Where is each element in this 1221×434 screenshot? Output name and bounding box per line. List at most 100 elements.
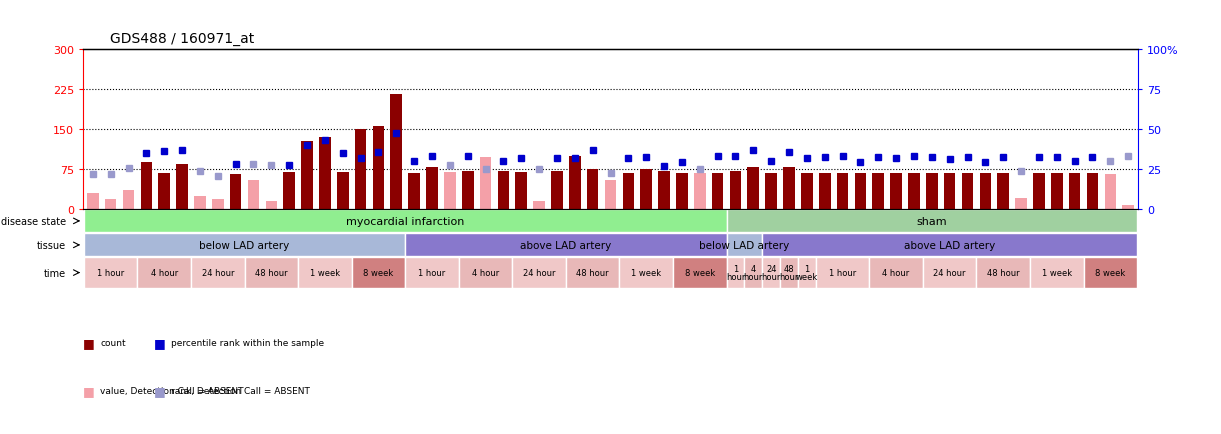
Bar bbox=[855, 173, 866, 210]
Bar bbox=[352, 258, 405, 288]
Text: 4
hour: 4 hour bbox=[744, 264, 763, 282]
Bar bbox=[587, 170, 598, 210]
Bar bbox=[1087, 173, 1098, 210]
Text: ■: ■ bbox=[154, 336, 166, 349]
Text: 48 hour: 48 hour bbox=[255, 269, 288, 277]
Bar bbox=[534, 201, 545, 210]
Bar bbox=[444, 172, 455, 210]
Bar bbox=[726, 210, 1137, 233]
Bar bbox=[1015, 199, 1027, 210]
Text: 48 hour: 48 hour bbox=[576, 269, 609, 277]
Bar bbox=[962, 173, 973, 210]
Text: GDS488 / 160971_at: GDS488 / 160971_at bbox=[110, 32, 254, 46]
Bar bbox=[1031, 258, 1083, 288]
Text: tissue: tissue bbox=[37, 240, 66, 250]
Text: 1 hour: 1 hour bbox=[419, 269, 446, 277]
Text: 48
hour: 48 hour bbox=[779, 264, 799, 282]
Bar bbox=[1083, 258, 1137, 288]
Bar bbox=[1068, 173, 1081, 210]
Bar bbox=[212, 200, 223, 210]
Text: 8 week: 8 week bbox=[1095, 269, 1126, 277]
Bar bbox=[244, 258, 298, 288]
Text: 1 week: 1 week bbox=[310, 269, 339, 277]
Bar bbox=[569, 156, 581, 210]
Bar bbox=[123, 191, 134, 210]
Bar bbox=[230, 175, 242, 210]
Bar bbox=[762, 258, 780, 288]
Bar bbox=[730, 171, 741, 210]
Bar bbox=[408, 173, 420, 210]
Bar bbox=[84, 258, 138, 288]
Bar bbox=[799, 258, 816, 288]
Bar bbox=[640, 170, 652, 210]
Bar bbox=[869, 258, 923, 288]
Text: rank, Detection Call = ABSENT: rank, Detection Call = ABSENT bbox=[171, 386, 310, 395]
Text: above LAD artery: above LAD artery bbox=[520, 240, 612, 250]
Bar bbox=[783, 168, 795, 210]
Bar bbox=[1051, 173, 1062, 210]
Text: 1 week: 1 week bbox=[1042, 269, 1072, 277]
Bar bbox=[248, 180, 259, 210]
Bar bbox=[745, 258, 762, 288]
Bar bbox=[565, 258, 619, 288]
Text: 24 hour: 24 hour bbox=[933, 269, 966, 277]
Bar bbox=[283, 172, 295, 210]
Bar bbox=[676, 173, 687, 210]
Bar bbox=[712, 173, 723, 210]
Bar bbox=[391, 95, 402, 210]
Text: 1 hour: 1 hour bbox=[98, 269, 125, 277]
Bar bbox=[762, 234, 1137, 257]
Text: count: count bbox=[100, 339, 126, 347]
Bar bbox=[459, 258, 513, 288]
Text: 1
week: 1 week bbox=[796, 264, 818, 282]
Bar bbox=[816, 258, 869, 288]
Text: below LAD artery: below LAD artery bbox=[199, 240, 289, 250]
Bar bbox=[140, 163, 153, 210]
Bar bbox=[873, 173, 884, 210]
Text: 4 hour: 4 hour bbox=[473, 269, 499, 277]
Bar bbox=[498, 171, 509, 210]
Bar bbox=[623, 173, 634, 210]
Bar bbox=[551, 171, 563, 210]
Text: time: time bbox=[44, 268, 66, 278]
Bar bbox=[319, 138, 331, 210]
Bar bbox=[405, 258, 459, 288]
Bar bbox=[176, 164, 188, 210]
Text: ■: ■ bbox=[83, 384, 95, 397]
Text: above LAD artery: above LAD artery bbox=[904, 240, 995, 250]
Bar bbox=[405, 234, 726, 257]
Bar bbox=[923, 258, 977, 288]
Bar bbox=[87, 194, 99, 210]
Text: 1
hour: 1 hour bbox=[725, 264, 745, 282]
Bar bbox=[513, 258, 565, 288]
Text: 1 hour: 1 hour bbox=[829, 269, 856, 277]
Bar bbox=[619, 258, 673, 288]
Bar bbox=[138, 258, 190, 288]
Bar bbox=[890, 173, 902, 210]
Bar bbox=[480, 157, 491, 210]
Text: sham: sham bbox=[917, 217, 947, 227]
Bar bbox=[747, 168, 759, 210]
Bar bbox=[908, 173, 919, 210]
Text: 8 week: 8 week bbox=[364, 269, 393, 277]
Text: 48 hour: 48 hour bbox=[987, 269, 1020, 277]
Bar bbox=[302, 141, 313, 210]
Text: value, Detection Call = ABSENT: value, Detection Call = ABSENT bbox=[100, 386, 244, 395]
Bar bbox=[194, 196, 206, 210]
Text: 4 hour: 4 hour bbox=[150, 269, 178, 277]
Bar bbox=[1033, 173, 1045, 210]
Text: 24 hour: 24 hour bbox=[523, 269, 556, 277]
Bar bbox=[265, 201, 277, 210]
Bar bbox=[105, 200, 116, 210]
Bar bbox=[355, 130, 366, 210]
Text: disease state: disease state bbox=[1, 217, 66, 227]
Text: myocardial infarction: myocardial infarction bbox=[346, 217, 464, 227]
Text: 8 week: 8 week bbox=[685, 269, 714, 277]
Bar bbox=[977, 258, 1031, 288]
Bar bbox=[998, 173, 1009, 210]
Bar bbox=[1105, 175, 1116, 210]
Bar bbox=[1122, 205, 1134, 210]
Bar bbox=[673, 258, 726, 288]
Bar bbox=[944, 173, 956, 210]
Text: percentile rank within the sample: percentile rank within the sample bbox=[171, 339, 324, 347]
